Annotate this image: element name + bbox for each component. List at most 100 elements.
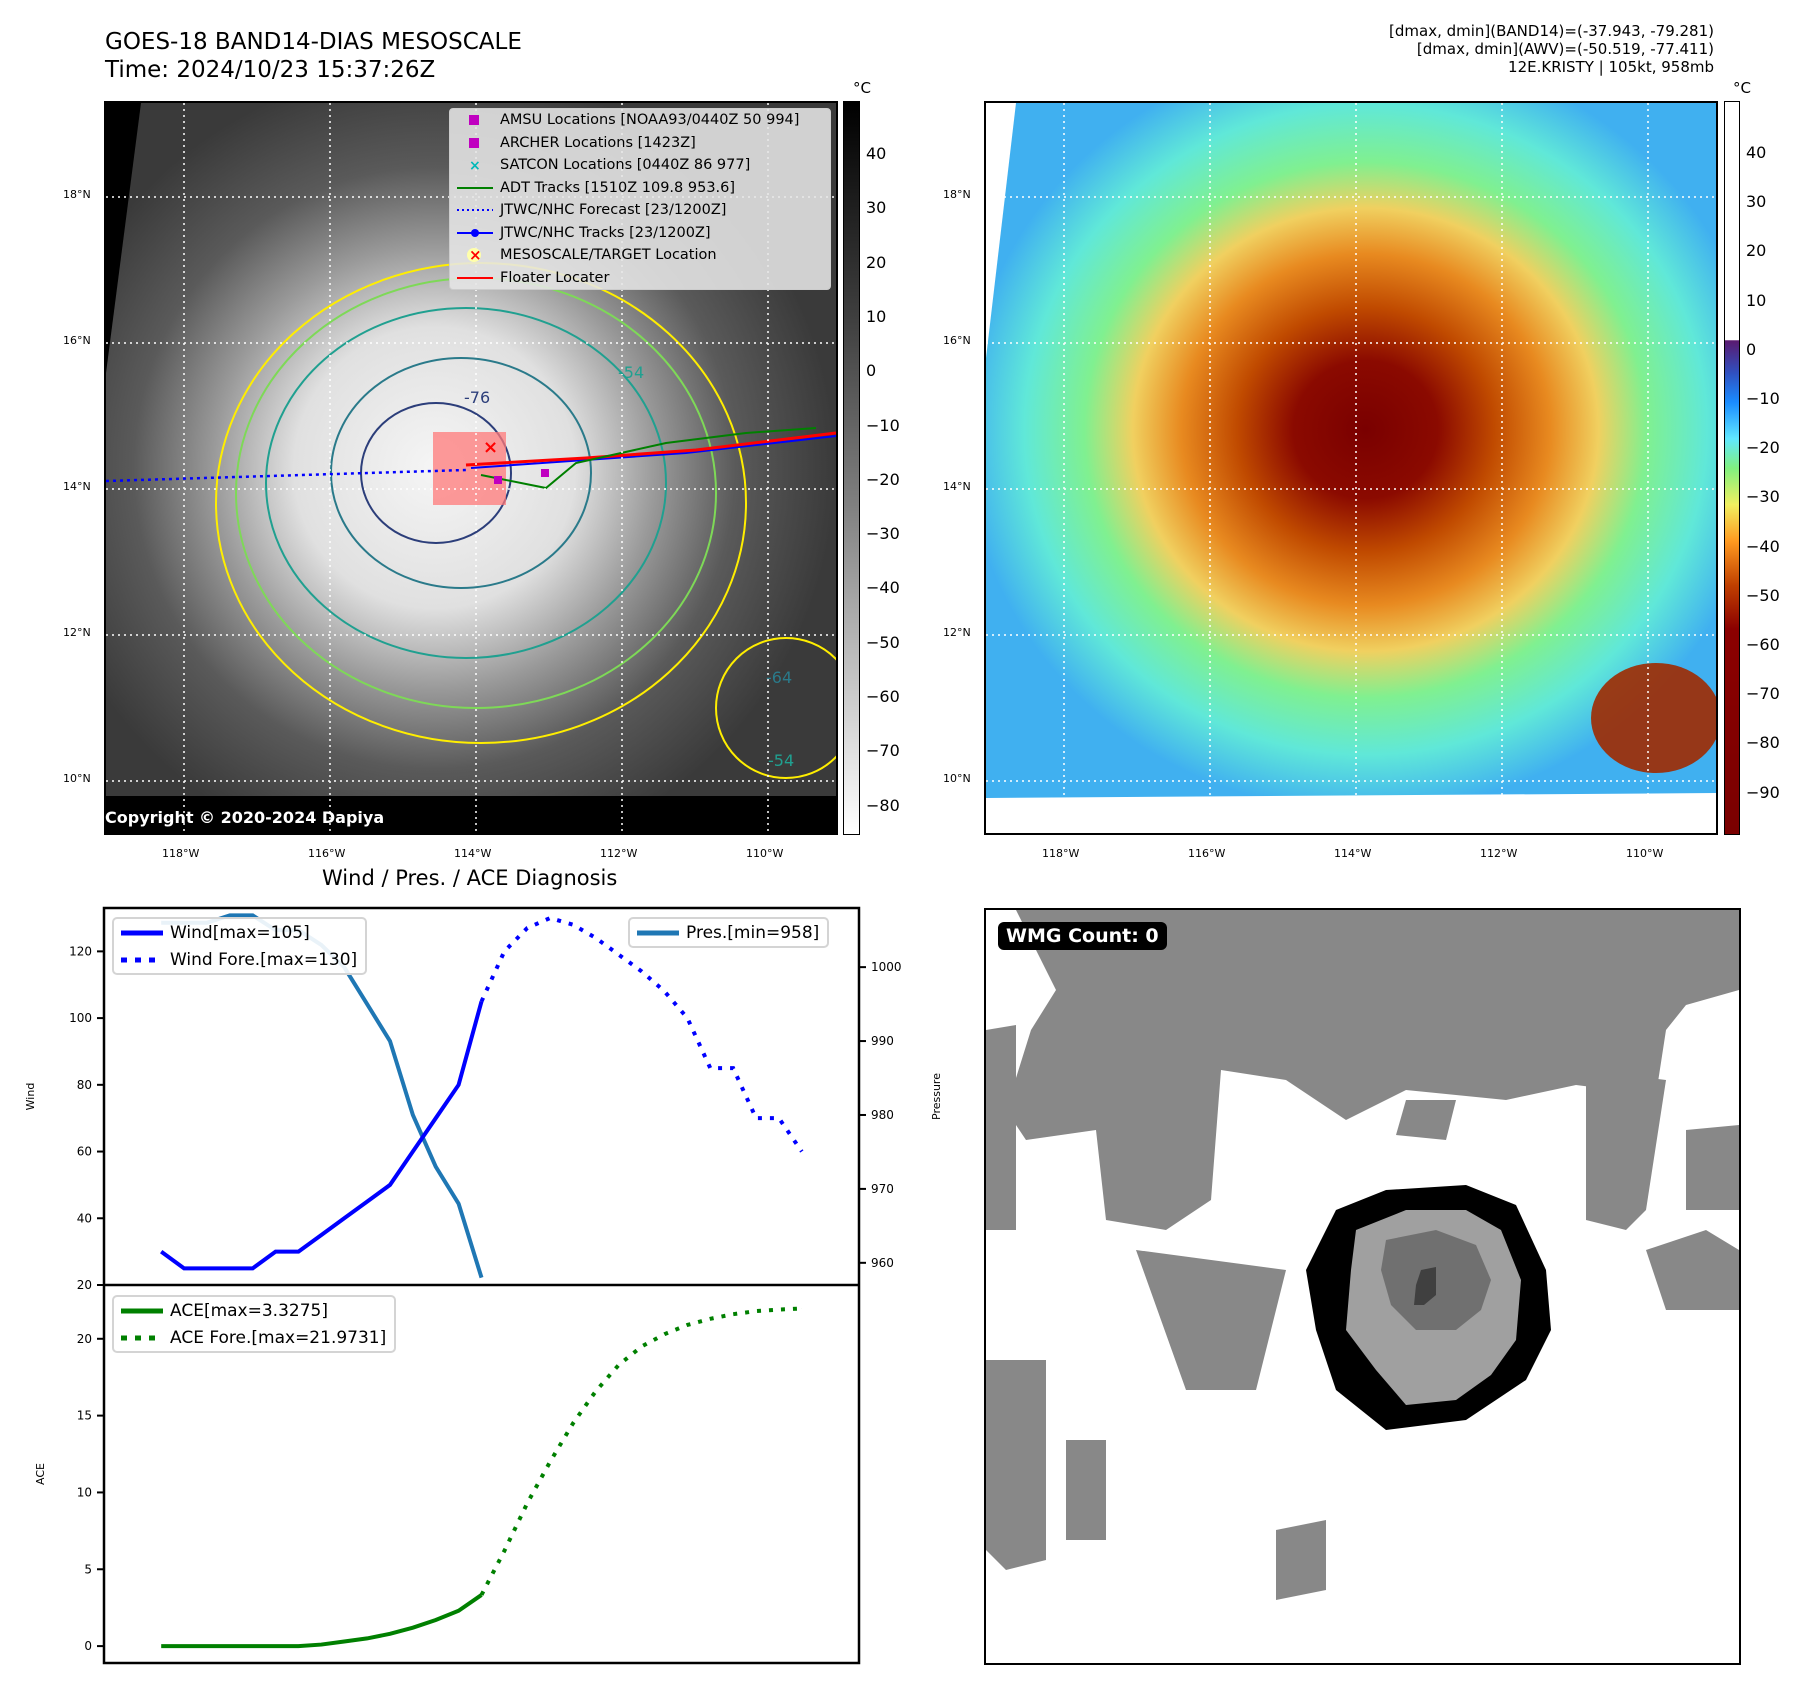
contour-label-64-se: -64: [766, 668, 792, 687]
svg-text:×: ×: [469, 248, 482, 262]
ir-legend-item: ARCHER Locations [1423Z]: [450, 132, 830, 155]
ace-axis-label: ACE: [34, 1463, 47, 1485]
awv-colorbar-tick: −40: [1746, 536, 1780, 556]
target-x-marker: ×: [483, 437, 498, 458]
awv-lon-label: 110°W: [1626, 847, 1664, 860]
ace-ytick-label: 10: [77, 1485, 92, 1499]
pressure-ytick-label: 970: [871, 1182, 894, 1196]
stats-band14: [dmax, dmin](BAND14)=(-37.943, -79.281): [1389, 22, 1714, 40]
copyright-text: Copyright © 2020-2024 Dapiya: [105, 808, 385, 827]
ir-colorbar-tick: −60: [866, 687, 900, 706]
contour-label-76: -76: [464, 388, 490, 407]
pressure-ytick-label: 1000: [871, 960, 902, 974]
ir-legend-label: AMSU Locations [NOAA93/0440Z 50 994]: [500, 112, 800, 129]
awv-colorbar-tick: 40: [1746, 143, 1767, 162]
stats-awv: [dmax, dmin](AWV)=(-50.519, -77.411): [1416, 40, 1714, 58]
wind-legend: Wind[max=105] Wind Fore.[max=130]: [112, 917, 368, 975]
awv-map-panel: [984, 101, 1718, 835]
legend-item: ACE[max=3.3275]: [114, 1297, 394, 1324]
ir-lat-label: 10°N: [63, 772, 91, 785]
awv-lon-label: 118°W: [1042, 847, 1080, 860]
diagnosis-chart: 20 40 60 80 100 120 960 970 980 990 1000 0 5 10 15 20 Wi…: [24, 906, 943, 1665]
ir-colorbar-tick: −20: [866, 469, 900, 489]
ir-legend-item: × MESOSCALE/TARGET Location: [450, 244, 830, 267]
contour-label-54: -54: [618, 363, 644, 382]
legend-label: ACE[max=3.3275]: [170, 1300, 328, 1321]
awv-colorbar-tick: 30: [1746, 192, 1767, 212]
ir-lon-label: 118°W: [162, 847, 200, 860]
awv-gridlines: [986, 103, 1716, 798]
awv-colorbar-tick: −30: [1746, 487, 1780, 507]
legend-line-dot-icon: [450, 227, 500, 239]
figure-title: GOES-18 BAND14-DIAS MESOSCALE Time: 2024…: [105, 28, 522, 84]
ir-colorbar-tick: 10: [866, 306, 887, 326]
ir-legend-label: Floater Locater: [500, 269, 610, 286]
wmg-panel: WMG Count: 0: [984, 908, 1741, 1665]
contour-cell-se: [715, 637, 836, 779]
contour-teal: [265, 307, 667, 659]
awv-colorbar-tick: −50: [1746, 585, 1780, 605]
ace-ytick-label: 15: [77, 1409, 92, 1423]
ir-colorbar-tick: 0: [866, 361, 877, 381]
awv-map-image: [986, 103, 1716, 798]
ir-colorbar-tick: 30: [866, 198, 887, 218]
awv-lon-label: 114°W: [1334, 847, 1372, 860]
floater-locater-line: [465, 431, 836, 467]
awv-lat-label: 10°N: [943, 772, 971, 785]
ir-colorbar-unit: °C: [853, 79, 871, 97]
svg-text:×: ×: [469, 159, 481, 171]
wmg-eye-dark: [1414, 1267, 1436, 1305]
ir-legend-label: JTWC/NHC Tracks [23/1200Z]: [500, 224, 711, 241]
ir-legend-label: JTWC/NHC Forecast [23/1200Z]: [500, 202, 727, 219]
awv-colorbar-tick: 0: [1746, 339, 1757, 359]
storm-info: 12E.KRISTY | 105kt, 958mb: [1508, 58, 1714, 76]
contour-label-54-se: -54: [768, 751, 794, 770]
legend-line-icon: [114, 1333, 170, 1343]
awv-colorbar-tick: −90: [1746, 782, 1780, 802]
legend-label: Wind[max=105]: [170, 922, 310, 943]
contour-navy: [360, 402, 512, 544]
legend-label: Pres.[min=958]: [686, 922, 820, 943]
ir-legend-label: SATCON Locations [0440Z 86 977]: [500, 157, 751, 174]
ir-legend-label: ARCHER Locations [1423Z]: [500, 134, 696, 151]
legend-line-icon: [114, 928, 170, 938]
ace-ytick-label: 20: [77, 1332, 92, 1346]
ir-lon-label: 114°W: [454, 847, 492, 860]
ir-legend: AMSU Locations [NOAA93/0440Z 50 994] ARCH…: [449, 108, 831, 290]
wmg-gray-regions: [986, 910, 1739, 1600]
legend-square-icon: [450, 137, 500, 149]
pressure-ytick-label: 990: [871, 1034, 894, 1048]
legend-item: ACE Fore.[max=21.9731]: [114, 1324, 394, 1351]
diagnosis-chart-title: Wind / Pres. / ACE Diagnosis: [322, 866, 618, 890]
awv-colorbar-tick: −10: [1746, 389, 1780, 408]
legend-label: Wind Fore.[max=130]: [170, 949, 358, 970]
ir-colorbar-tick: 40: [866, 144, 887, 163]
stats-header: [dmax, dmin](BAND14)=(-37.943, -79.281) …: [1389, 22, 1714, 76]
ir-colorbar: [843, 101, 860, 835]
ir-colorbar-tick: −50: [866, 632, 900, 652]
ir-colorbar-tick: −70: [866, 741, 900, 761]
ir-legend-item: Floater Locater: [450, 267, 830, 290]
ir-lon-label: 112°W: [600, 847, 638, 860]
legend-line-icon: [450, 182, 500, 194]
pressure-ytick-label: 980: [871, 1108, 894, 1122]
legend-x-red-icon: ×: [450, 248, 500, 263]
legend-item: Pres.[min=958]: [630, 919, 827, 946]
ir-legend-item: JTWC/NHC Forecast [23/1200Z]: [450, 199, 830, 222]
wind-ytick-label: 40: [77, 1211, 92, 1225]
ir-colorbar-tick: −30: [866, 524, 900, 544]
ir-lat-label: 12°N: [63, 626, 91, 639]
awv-colorbar-tick: −20: [1746, 438, 1780, 458]
ir-lon-label: 116°W: [308, 847, 346, 860]
legend-line-icon: [450, 272, 500, 284]
legend-dotted-icon: [450, 204, 500, 216]
legend-line-icon: [114, 1306, 170, 1316]
wind-axis-label: Wind: [24, 1083, 37, 1111]
ir-lat-label: 18°N: [63, 188, 91, 201]
wind-ytick-label: 100: [69, 1011, 92, 1025]
awv-lat-label: 16°N: [943, 334, 971, 347]
ir-legend-item: AMSU Locations [NOAA93/0440Z 50 994]: [450, 109, 830, 132]
mesoscale-target-box: [433, 432, 506, 505]
legend-item: Wind[max=105]: [114, 919, 365, 946]
legend-x-icon: ×: [450, 159, 500, 171]
